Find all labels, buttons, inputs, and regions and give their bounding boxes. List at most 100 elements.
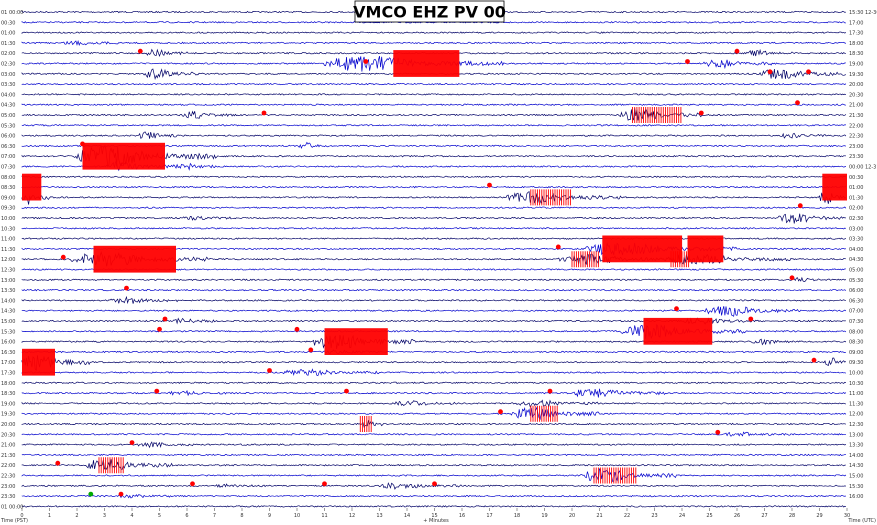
pick-dot <box>767 69 773 75</box>
right-time-label: 21:30 <box>849 113 863 119</box>
left-time-label: 01:30 <box>1 41 15 47</box>
green-marker <box>88 491 94 497</box>
right-time-label: 10:00 <box>849 371 863 377</box>
pick-dot <box>154 388 160 394</box>
pick-dot <box>322 481 327 487</box>
left-time-label: 06:00 <box>1 134 15 140</box>
x-tick-label: 27 <box>761 513 767 519</box>
left-time-label: 15:30 <box>1 329 15 335</box>
pick-dot <box>498 409 503 415</box>
right-time-labels: 15:30 12-30 17:00 17:30 18:00 18:30 19:00 19:3… <box>849 10 877 500</box>
x-tick-label: 5 <box>158 513 161 519</box>
right-time-label: 00:00 12-31 <box>849 165 877 171</box>
left-time-label: 02:30 <box>1 62 15 68</box>
right-time-label: 09:00 <box>849 350 863 356</box>
pick-dot <box>124 285 129 291</box>
x-tick-label: 17 <box>486 513 492 519</box>
left-time-label: 22:00 <box>1 463 15 469</box>
trace-row <box>21 441 847 449</box>
right-time-label: 23:00 <box>849 144 863 150</box>
left-time-label: 15:00 <box>1 319 15 325</box>
x-tick-label: 2 <box>75 513 78 519</box>
chart-title-box <box>354 0 505 23</box>
trace-row <box>21 131 847 139</box>
x-tick-label: 24 <box>679 513 685 519</box>
pick-dot <box>60 254 66 260</box>
x-tick-label: 9 <box>268 513 271 519</box>
trace-row <box>21 103 846 106</box>
right-time-label: 21:00 <box>849 103 863 109</box>
trace-row <box>21 124 846 127</box>
left-time-label: 22:30 <box>1 474 15 480</box>
left-time-label: 08:30 <box>1 185 15 191</box>
pick-lines <box>359 416 372 432</box>
trace-row <box>21 431 846 437</box>
x-tick-label: 13 <box>376 513 382 519</box>
x-tick-label: 16 <box>459 513 465 519</box>
left-time-label: 09:00 <box>1 195 15 201</box>
right-time-label: 11:30 <box>849 401 863 407</box>
left-time-label: 11:30 <box>1 247 15 253</box>
pick-block <box>643 317 713 345</box>
pick-dot <box>55 460 61 466</box>
trace-row <box>21 420 847 428</box>
x-tick-label: 19 <box>541 513 547 519</box>
x-axis-right-label: Time (UTC) <box>847 518 876 524</box>
pick-dot <box>487 182 492 188</box>
left-time-label: 14:00 <box>1 298 15 304</box>
left-time-label: 04:30 <box>1 103 15 109</box>
right-time-label: 03:00 <box>849 226 863 232</box>
left-time-label: 10:00 <box>1 216 15 222</box>
left-time-label: 21:30 <box>1 453 15 459</box>
x-tick-label: 4 <box>130 513 133 519</box>
trace-row <box>21 295 846 305</box>
left-time-label: 21:00 <box>1 443 15 449</box>
pick-lines <box>530 405 558 422</box>
x-tick-label: 23 <box>651 513 657 519</box>
pick-dot <box>797 203 803 209</box>
right-time-label: 05:30 <box>849 278 863 284</box>
x-tick-label: 18 <box>514 513 520 519</box>
trace-row <box>21 482 846 490</box>
trace-row <box>21 317 846 325</box>
x-tick-label: 29 <box>816 513 822 519</box>
x-tick-label: 12 <box>349 513 355 519</box>
trace-row <box>21 388 847 398</box>
right-time-label: 09:30 <box>849 360 863 366</box>
right-time-label: 03:30 <box>849 237 863 243</box>
x-tick-label: 6 <box>185 513 188 519</box>
trace-row <box>21 368 847 377</box>
right-time-label: 01:30 <box>849 195 863 201</box>
right-time-label: 23:30 <box>849 154 863 160</box>
trace-row <box>21 93 847 96</box>
pick-dot <box>118 491 124 497</box>
left-time-label: 19:30 <box>1 412 15 418</box>
right-time-label: 18:00 <box>849 41 863 47</box>
right-time-label: 15:00 <box>849 474 863 480</box>
x-tick-label: 26 <box>734 513 740 519</box>
trace-row <box>21 406 847 421</box>
left-time-label: 10:30 <box>1 226 15 232</box>
right-time-label: 04:00 <box>849 247 863 253</box>
x-tick-label: 25 <box>706 513 712 519</box>
left-time-label: 09:30 <box>1 206 15 212</box>
left-time-label: 12:30 <box>1 268 15 274</box>
pick-dot <box>789 275 795 281</box>
x-tick-label: 3 <box>103 513 106 519</box>
pick-dot <box>698 110 704 116</box>
x-tick-label: 1 <box>48 513 51 519</box>
pick-dot <box>806 69 811 75</box>
left-time-label: 12:00 <box>1 257 15 263</box>
pick-dot <box>129 440 135 445</box>
trace-row <box>21 505 846 508</box>
trace-row <box>21 276 847 282</box>
pick-dot <box>715 429 721 435</box>
left-time-label: 07:00 <box>1 154 15 160</box>
pick-dot <box>267 368 272 373</box>
left-time-label: 16:00 <box>1 340 15 346</box>
right-time-label: 05:00 <box>849 268 863 274</box>
pick-dot <box>811 357 817 363</box>
left-time-label: 03:00 <box>1 72 15 78</box>
pick-dot <box>547 388 553 394</box>
